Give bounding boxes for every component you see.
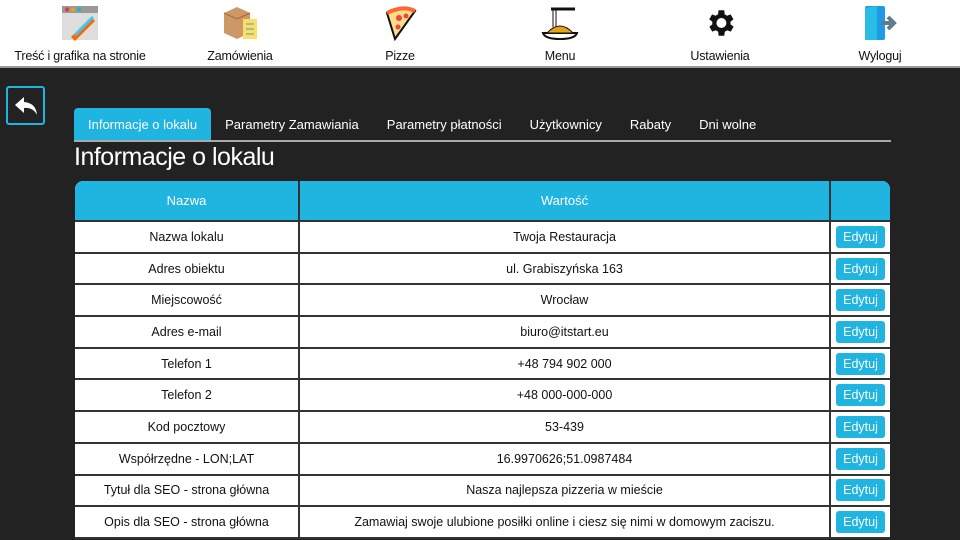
table-row: Opis dla SEO - strona główna Zamawiaj swo… <box>75 507 890 539</box>
column-header-actions <box>831 181 890 222</box>
orders-box-icon <box>220 4 260 42</box>
field-value: Twoja Restauracja <box>300 222 831 254</box>
field-name: Opis dla SEO - strona główna <box>75 507 300 539</box>
edit-button[interactable]: Edytuj <box>836 352 885 375</box>
gear-icon <box>700 4 740 42</box>
edit-button[interactable]: Edytuj <box>836 257 885 280</box>
field-name: Kod pocztowy <box>75 412 300 444</box>
field-name: Adres e-mail <box>75 317 300 349</box>
field-value: 53-439 <box>300 412 831 444</box>
nav-settings[interactable]: Ustawienia <box>640 0 800 66</box>
nav-pizza[interactable]: Pizze <box>320 0 480 66</box>
tab-days-off[interactable]: Dni wolne <box>699 117 757 132</box>
column-header-name: Nazwa <box>75 181 300 222</box>
field-name: Nazwa lokalu <box>75 222 300 254</box>
table-row: Telefon 1 +48 794 902 000 Edytuj <box>75 348 890 381</box>
tab-payment-params[interactable]: Parametry płatności <box>386 117 502 132</box>
back-button[interactable] <box>6 86 45 125</box>
field-name: Tytuł dla SEO - strona główna <box>75 475 300 508</box>
pizza-icon <box>380 4 420 42</box>
field-value: ul. Grabiszyńska 163 <box>300 253 831 286</box>
edit-button[interactable]: Edytuj <box>836 289 885 312</box>
tab-bar: Informacje o lokalu Parametry Zamawiania… <box>74 108 891 142</box>
edit-button[interactable]: Edytuj <box>836 320 885 343</box>
table-row: Współrzędne - LON;LAT 16.9970626;51.09874… <box>75 443 890 476</box>
nav-label: Wyloguj <box>858 49 902 63</box>
nav-label: Treść i grafika na stronie <box>14 49 146 63</box>
tab-users[interactable]: Użytkownicy <box>529 117 602 132</box>
nav-label: Zamówienia <box>207 49 273 63</box>
top-nav: Treść i grafika na stronie Zamówienia Pi… <box>0 0 960 68</box>
tab-discounts[interactable]: Rabaty <box>629 117 672 132</box>
table-row: Miejscowość Wrocław Edytuj <box>75 285 890 318</box>
field-value: +48 000-000-000 <box>300 380 831 413</box>
nav-label: Ustawienia <box>690 49 750 63</box>
edit-button[interactable]: Edytuj <box>836 384 885 407</box>
edit-button[interactable]: Edytuj <box>836 447 885 470</box>
field-name: Współrzędne - LON;LAT <box>75 443 300 476</box>
tab-info[interactable]: Informacje o lokalu <box>74 108 212 140</box>
column-header-value: Wartość <box>300 181 831 222</box>
field-name: Telefon 2 <box>75 380 300 413</box>
field-name: Telefon 1 <box>75 348 300 381</box>
tab-order-params[interactable]: Parametry Zamawiania <box>225 117 359 132</box>
content-graphics-icon <box>60 4 100 42</box>
nav-label: Pizze <box>385 49 415 63</box>
nav-menu[interactable]: Menu <box>480 0 640 66</box>
reply-arrow-icon <box>14 96 37 115</box>
field-value: Wrocław <box>300 285 831 318</box>
table-row: Kod pocztowy 53-439 Edytuj <box>75 412 890 444</box>
spaghetti-icon <box>540 4 580 42</box>
edit-button[interactable]: Edytuj <box>836 511 885 534</box>
table-row: Tytuł dla SEO - strona główna Nasza najle… <box>75 475 890 508</box>
page-title: Informacje o lokalu <box>74 143 275 171</box>
field-value: 16.9970626;51.0987484 <box>300 443 831 476</box>
field-name: Miejscowość <box>75 285 300 318</box>
info-table: Nazwa Wartość Nazwa lokalu Twoja Restaura… <box>75 181 890 539</box>
nav-label: Menu <box>544 49 576 63</box>
table-row: Adres e-mail biuro@itstart.eu Edytuj <box>75 317 890 349</box>
nav-orders[interactable]: Zamówienia <box>160 0 320 66</box>
edit-button[interactable]: Edytuj <box>836 415 885 438</box>
field-value: Zamawiaj swoje ulubione posiłki online i… <box>300 507 831 539</box>
table-row: Telefon 2 +48 000-000-000 Edytuj <box>75 380 890 413</box>
field-name: Adres obiektu <box>75 253 300 286</box>
field-value: biuro@itstart.eu <box>300 317 831 349</box>
nav-logout[interactable]: Wyloguj <box>800 0 960 66</box>
nav-content[interactable]: Treść i grafika na stronie <box>0 0 160 66</box>
table-row: Adres obiektu ul. Grabiszyńska 163 Edytuj <box>75 253 890 286</box>
edit-button[interactable]: Edytuj <box>836 225 885 248</box>
table-row: Nazwa lokalu Twoja Restauracja Edytuj <box>75 222 890 254</box>
field-value: Nasza najlepsza pizzeria w mieście <box>300 475 831 508</box>
edit-button[interactable]: Edytuj <box>836 479 885 502</box>
field-value: +48 794 902 000 <box>300 348 831 381</box>
logout-door-icon <box>860 4 900 42</box>
